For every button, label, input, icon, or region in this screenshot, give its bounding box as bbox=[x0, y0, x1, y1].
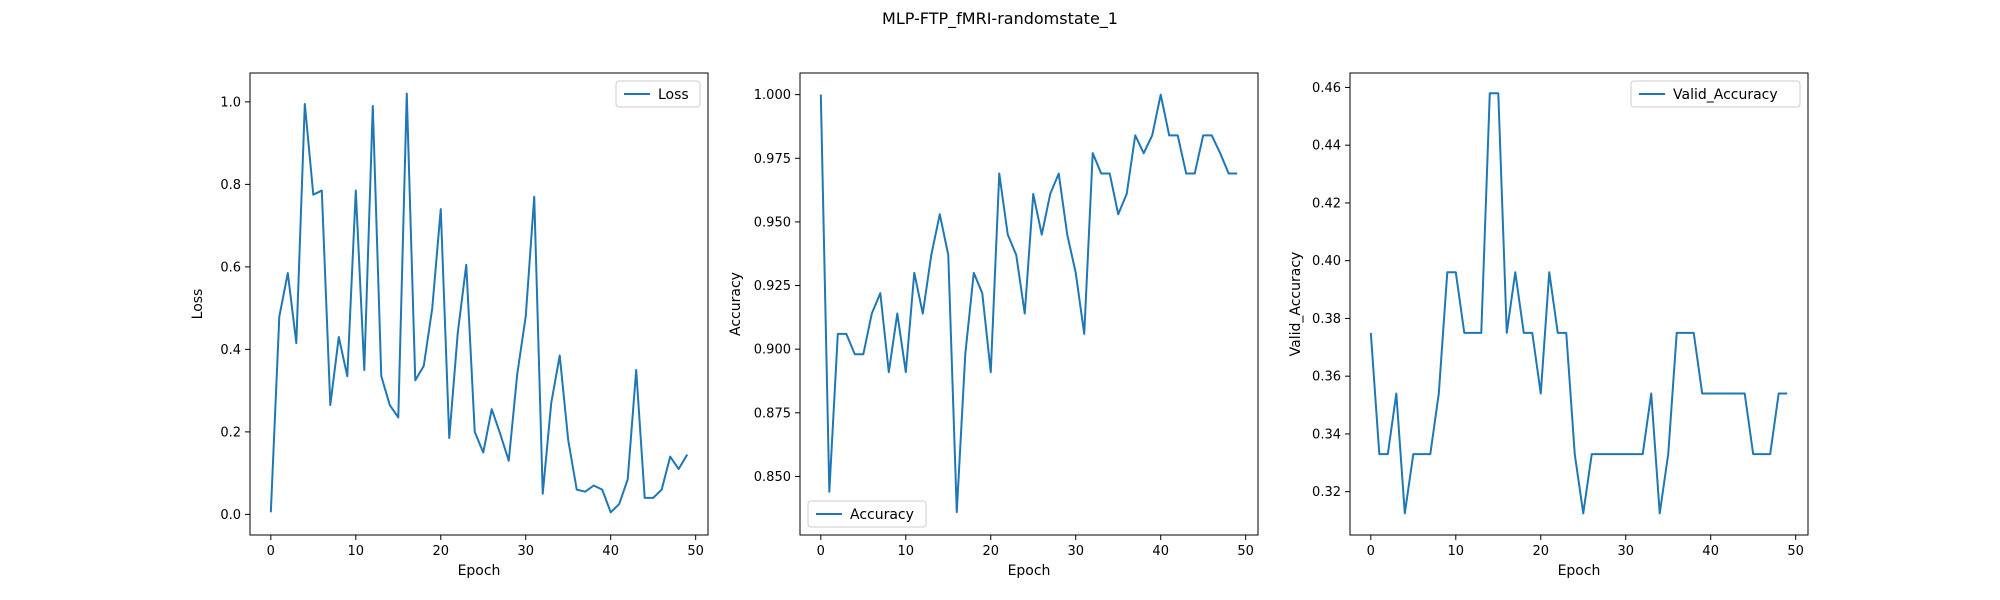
x-tick-label: 40 bbox=[1152, 544, 1169, 559]
x-tick-label: 30 bbox=[1067, 544, 1084, 559]
y-tick-label: 0.46 bbox=[1312, 81, 1341, 96]
x-tick-label: 10 bbox=[348, 544, 365, 559]
y-tick-label: 0.32 bbox=[1312, 485, 1341, 500]
x-tick-label: 40 bbox=[1702, 544, 1719, 559]
series-line-valid-accuracy bbox=[1369, 92, 1788, 515]
axes-frame bbox=[249, 72, 709, 536]
y-tick-label: 0.950 bbox=[754, 215, 791, 230]
y-tick-label: 0.850 bbox=[754, 470, 791, 485]
y-tick-label: 0.4 bbox=[220, 343, 241, 358]
y-tick-label: 0.44 bbox=[1312, 139, 1341, 154]
chart-panel-2: 0 10 20 30 40 50 0.850 0.875 0.900 0.925 0.950 0.97… bbox=[728, 72, 1259, 579]
x-tick-label: 40 bbox=[602, 544, 619, 559]
x-tick-label: 0 bbox=[817, 544, 825, 559]
axes-frame bbox=[799, 72, 1259, 536]
y-tick-label: 0.0 bbox=[220, 508, 241, 523]
y-axis-label: Accuracy bbox=[728, 272, 744, 336]
x-tick-label: 50 bbox=[1237, 544, 1254, 559]
x-tick-label: 30 bbox=[517, 544, 534, 559]
y-tick-label: 0.2 bbox=[220, 425, 241, 440]
y-tick-label: 0.34 bbox=[1312, 427, 1341, 442]
y-tick-label: 1.0 bbox=[220, 95, 241, 110]
x-axis-label: Epoch bbox=[1008, 563, 1051, 579]
legend-entry: Accuracy bbox=[850, 507, 914, 523]
y-tick-label: 0.925 bbox=[754, 279, 791, 294]
chart-panel-1: 0 10 20 30 40 50 0.0 0.2 0.4 0.6 0.8 1.0 Epoch Loss Lo… bbox=[190, 72, 709, 579]
legend-box bbox=[807, 500, 927, 528]
y-tick-label: 0.38 bbox=[1312, 312, 1341, 327]
legend: Valid_Accuracy bbox=[1630, 80, 1801, 108]
x-tick-label: 20 bbox=[982, 544, 999, 559]
y-tick-label: 0.42 bbox=[1312, 196, 1341, 211]
y-axis-label: Loss bbox=[190, 289, 206, 320]
x-tick-label: 10 bbox=[898, 544, 915, 559]
y-tick-label: 0.36 bbox=[1312, 370, 1341, 385]
x-tick-label: 20 bbox=[432, 544, 449, 559]
x-tick-label: 20 bbox=[1532, 544, 1549, 559]
legend: Loss bbox=[615, 80, 701, 108]
series-line-accuracy bbox=[819, 93, 1238, 514]
y-tick-label: 0.900 bbox=[754, 343, 791, 358]
chart-panel-3: 0 10 20 30 40 50 0.32 0.34 0.36 0.38 0.40 0.42 0.44 0… bbox=[1288, 72, 1809, 579]
x-tick-label: 10 bbox=[1448, 544, 1465, 559]
figure-title: MLP-FTP_fMRI-randomstate_1 bbox=[882, 9, 1118, 28]
y-tick-label: 0.975 bbox=[754, 152, 791, 167]
y-tick-label: 1.000 bbox=[754, 88, 791, 103]
x-tick-label: 50 bbox=[1787, 544, 1804, 559]
legend-entry: Valid_Accuracy bbox=[1673, 87, 1778, 103]
legend-box bbox=[1630, 80, 1801, 108]
legend: Accuracy bbox=[807, 500, 927, 528]
x-tick-label: 30 bbox=[1617, 544, 1634, 559]
x-tick-label: 50 bbox=[687, 544, 704, 559]
y-tick-label: 0.8 bbox=[220, 178, 241, 193]
x-tick-label: 0 bbox=[267, 544, 275, 559]
legend-entry: Loss bbox=[658, 87, 689, 103]
x-axis-label: Epoch bbox=[458, 563, 501, 579]
y-tick-label: 0.875 bbox=[754, 406, 791, 421]
x-axis-label: Epoch bbox=[1558, 563, 1601, 579]
y-axis-label: Valid_Accuracy bbox=[1288, 252, 1304, 357]
legend-box bbox=[615, 80, 701, 108]
series-line-loss bbox=[269, 92, 689, 514]
y-tick-label: 0.40 bbox=[1312, 254, 1341, 269]
axes-frame bbox=[1349, 72, 1809, 536]
x-tick-label: 0 bbox=[1367, 544, 1375, 559]
y-tick-label: 0.6 bbox=[220, 260, 241, 275]
